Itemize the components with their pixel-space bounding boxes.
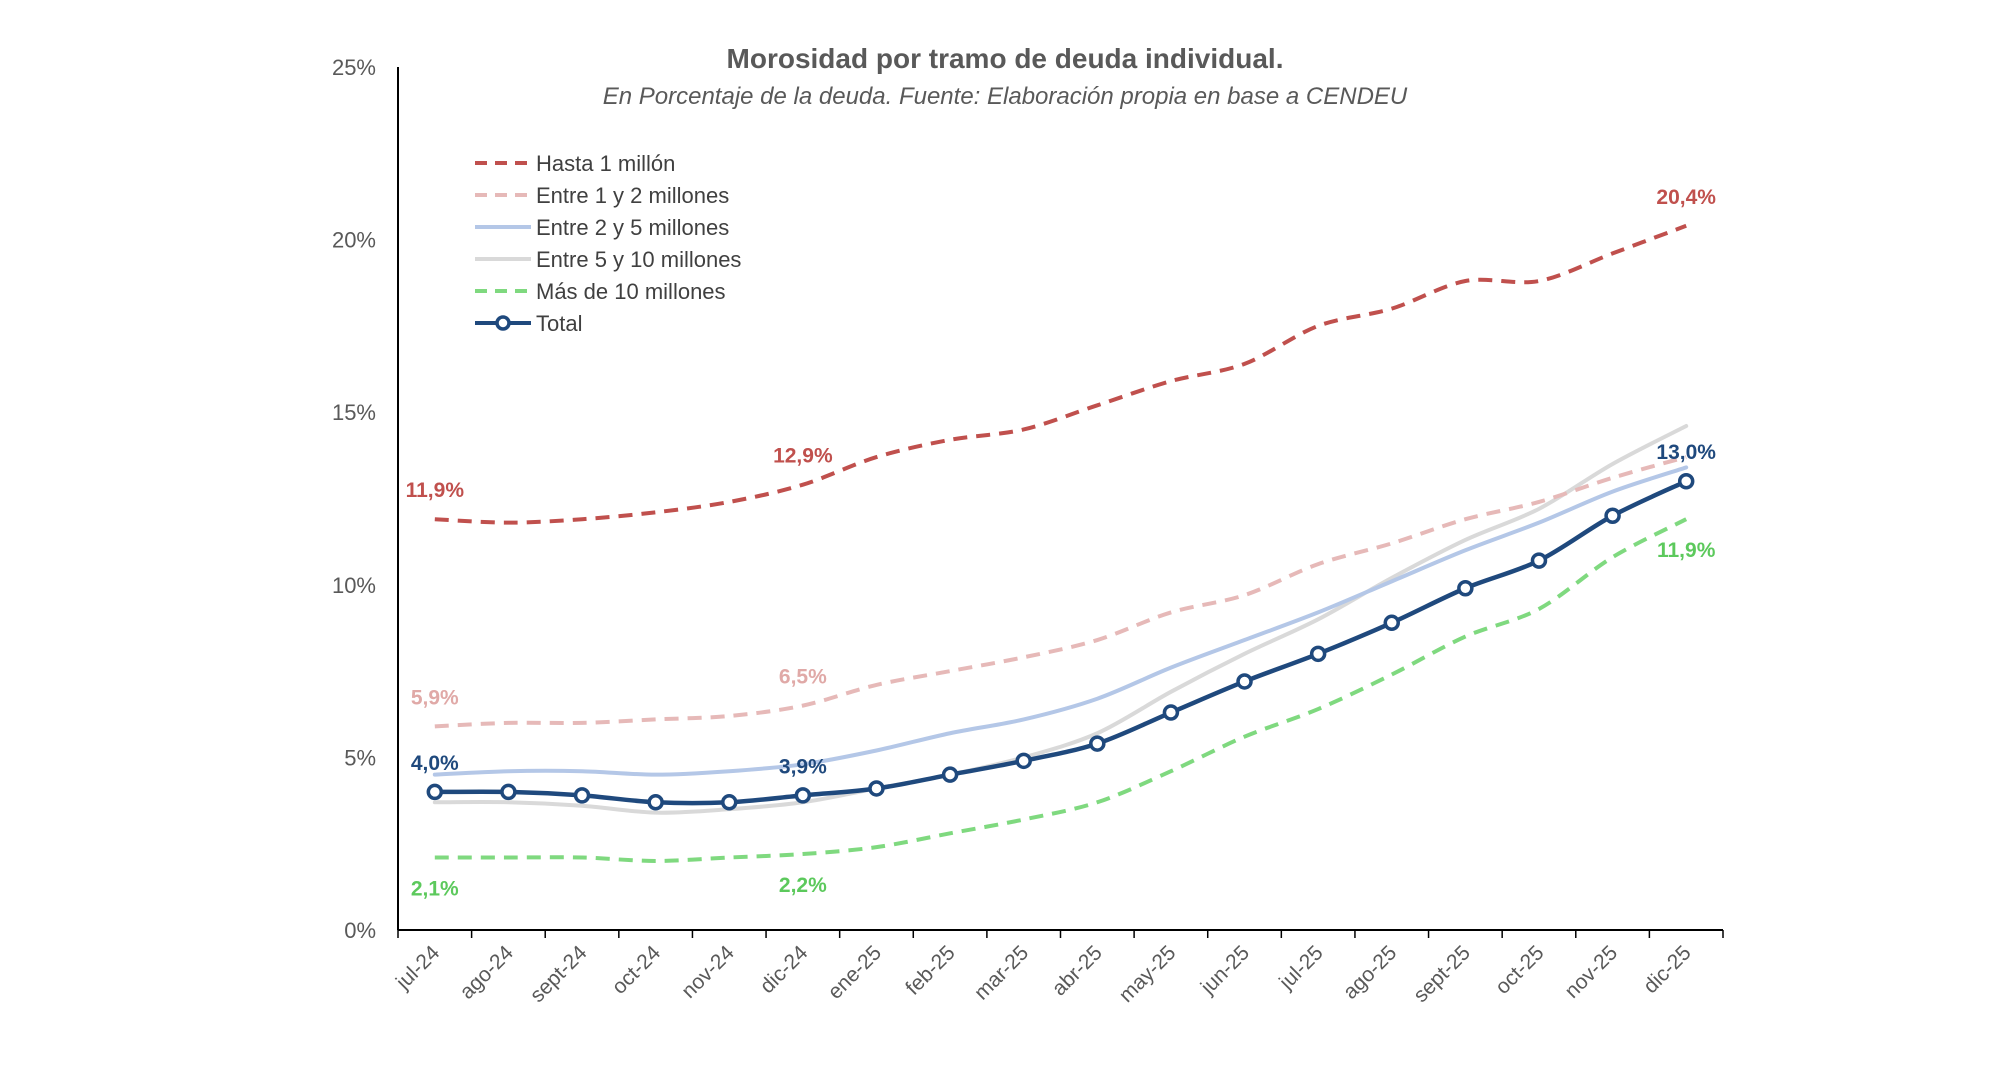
series-line-entre-5-y-10-millones	[432, 424, 1689, 815]
x-tick-label: sept-25	[1409, 941, 1475, 1007]
x-tick-label: may-25	[1115, 941, 1181, 1007]
data-label: 12,9%	[773, 445, 833, 468]
legend-item-entre-5-y-10-millones[interactable]: Entre 5 y 10 millones	[475, 247, 741, 272]
data-label: 13,0%	[1656, 441, 1716, 464]
data-point-total	[721, 794, 738, 811]
legend-label: Hasta 1 millón	[536, 151, 675, 176]
data-point-total	[1162, 704, 1180, 721]
data-point-total	[1015, 752, 1032, 770]
data-label: 20,4%	[1656, 186, 1716, 209]
x-tick-label: jul-24	[391, 941, 445, 995]
legend-label: Entre 5 y 10 millones	[536, 247, 741, 272]
x-tick-label: ene-25	[824, 941, 887, 1004]
legend-label: Más de 10 millones	[536, 279, 726, 304]
data-point-total	[1677, 472, 1695, 490]
data-point-total	[573, 787, 591, 804]
data-label: 11,9%	[406, 479, 465, 502]
x-tick-label: dic-25	[1639, 941, 1696, 998]
x-tick-label: jul-25	[1274, 941, 1327, 994]
legend-label: Entre 2 y 5 millones	[536, 215, 729, 240]
data-point-total	[1383, 614, 1400, 632]
x-tick-label: sept-24	[526, 941, 592, 1007]
x-tick-label: mar-25	[970, 941, 1033, 1004]
legend-item-entre-2-y-5-millones[interactable]: Entre 2 y 5 millones	[475, 215, 729, 240]
x-tick-label: oct-25	[1491, 941, 1549, 999]
data-point-total	[1604, 507, 1621, 525]
data-point-total	[500, 783, 517, 801]
y-tick-label: 20%	[332, 228, 376, 253]
chart-subtitle: En Porcentaje de la deuda. Fuente: Elabo…	[603, 83, 1408, 110]
legend-label: Total	[536, 311, 582, 336]
data-point-total	[868, 780, 885, 797]
legend-item-mas-de-10-millones[interactable]: Más de 10 millones	[475, 279, 726, 304]
data-point-total	[647, 794, 664, 811]
data-label: 3,9%	[779, 755, 827, 778]
legend-marker	[495, 315, 511, 331]
x-tick-label: feb-25	[901, 941, 959, 999]
data-point-total	[1309, 645, 1327, 663]
series-line-entre-2-y-5-millones	[432, 465, 1689, 777]
data-point-total	[941, 766, 959, 783]
data-point-total	[426, 783, 444, 801]
y-tick-label: 15%	[332, 400, 376, 425]
data-label: 5,9%	[411, 686, 459, 709]
series-line-entre-1-y-2-millones	[434, 455, 1687, 729]
data-label: 2,1%	[411, 878, 459, 901]
data-labels: 11,9% 12,9% 20,4% 5,9% 6,5% 2,1% 2,2% 11,9% 4,0%…	[406, 186, 1717, 901]
x-tick-label: ago-25	[1339, 941, 1402, 1004]
legend-item-hasta-1-millon[interactable]: Hasta 1 millón	[475, 151, 675, 176]
data-label: 2,2%	[779, 874, 827, 897]
data-label: 11,9%	[1657, 539, 1716, 562]
x-tick-label: jun-25	[1196, 941, 1254, 999]
legend[interactable]: Hasta 1 millón Entre 1 y 2 millones Entre …	[475, 151, 741, 336]
x-tick-label: nov-24	[677, 941, 739, 1003]
x-tick-label: dic-24	[756, 941, 813, 998]
y-tick-label: 25%	[332, 55, 376, 80]
y-tick-label: 5%	[344, 745, 376, 770]
y-tick-label: 0%	[344, 918, 376, 943]
chart-title: Morosidad por tramo de deuda individual.	[727, 43, 1284, 74]
legend-item-total[interactable]: Total	[475, 311, 582, 336]
series-line-total	[432, 478, 1689, 806]
x-tick-label: ago-24	[455, 941, 518, 1004]
series-line-hasta-1-millon	[434, 223, 1687, 525]
legend-label: Entre 1 y 2 millones	[536, 183, 729, 208]
data-point-total	[1457, 580, 1474, 597]
x-tick-label: oct-24	[608, 941, 666, 999]
x-tick-label: nov-25	[1560, 941, 1622, 1003]
data-label: 6,5%	[779, 666, 827, 689]
data-point-total	[1530, 552, 1548, 569]
legend-item-entre-1-y-2-millones[interactable]: Entre 1 y 2 millones	[475, 183, 729, 208]
data-label: 4,0%	[411, 752, 459, 775]
series-line-mas-de-10-millones	[434, 517, 1688, 863]
series-layer	[426, 223, 1695, 863]
data-point-total	[1089, 735, 1106, 752]
data-point-total	[794, 787, 812, 804]
data-point-total	[1236, 673, 1253, 690]
x-tick-label: abr-25	[1048, 941, 1107, 1000]
y-tick-label: 10%	[332, 573, 376, 598]
